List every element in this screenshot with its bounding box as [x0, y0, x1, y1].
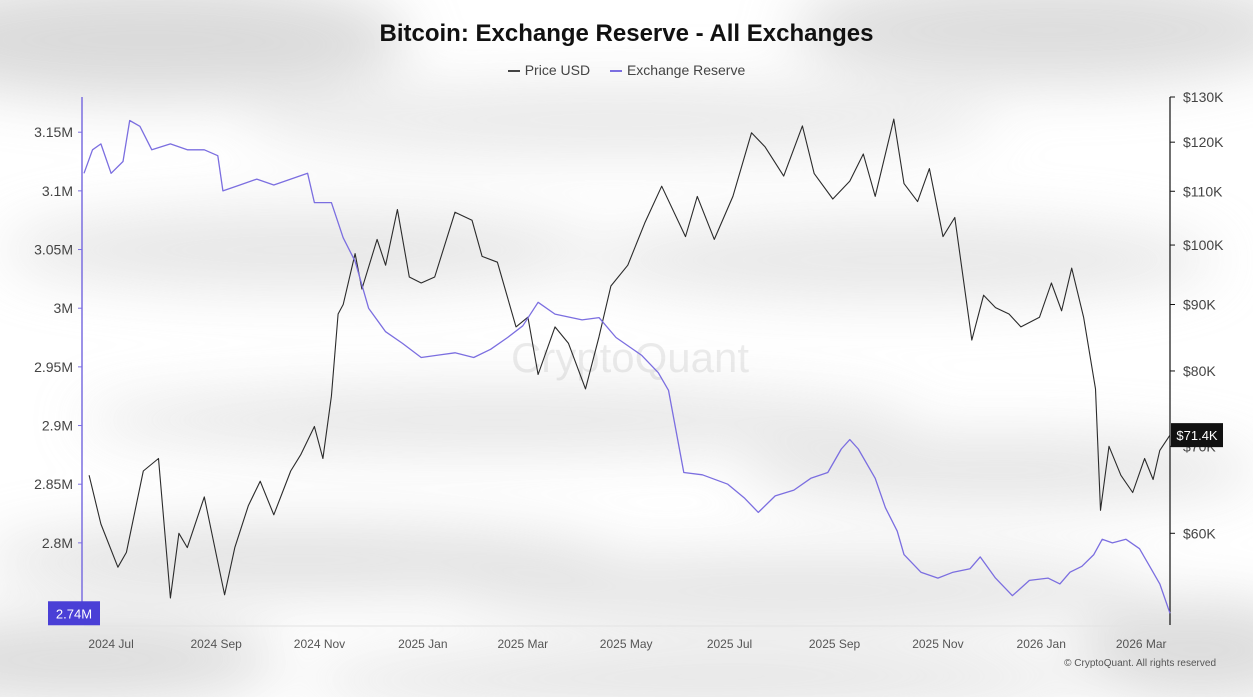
- right-tick-label: $120K: [1183, 134, 1224, 150]
- x-tick-label: 2026 Jan: [1017, 637, 1066, 651]
- left-tick-label: 3M: [54, 300, 73, 316]
- right-current-value-badge: [1171, 423, 1223, 448]
- left-tick-label: 2.8M: [42, 535, 73, 551]
- x-tick-label: 2025 Nov: [912, 637, 963, 651]
- legend-item-exchange-reserve[interactable]: Exchange Reserve: [609, 62, 746, 78]
- x-tick-label: 2025 Jul: [707, 637, 752, 651]
- right-tick-label: $110K: [1183, 183, 1223, 199]
- legend-item-price[interactable]: Price USD: [507, 62, 591, 78]
- left-current-value-badge: [48, 601, 100, 626]
- legend-swatch-price: [507, 70, 520, 73]
- x-tick-label: 2024 Nov: [294, 637, 345, 651]
- x-tick-label: 2024 Jul: [88, 637, 133, 651]
- series-line-price-usd[interactable]: [88, 118, 1171, 599]
- x-tick-label: 2025 Jan: [398, 637, 447, 651]
- x-tick-label: 2025 Mar: [497, 637, 548, 651]
- left-tick-label: 3.05M: [34, 242, 73, 258]
- left-tick-label: 2.9M: [42, 418, 73, 434]
- legend-swatch-exchange-reserve: [609, 70, 622, 73]
- left-tick-label: 2.85M: [34, 476, 73, 492]
- right-tick-label: $60K: [1183, 525, 1216, 541]
- right-current-value-label: $71.4K: [1176, 428, 1218, 443]
- chart-legend: Price USD Exchange Reserve: [0, 62, 1253, 78]
- left-tick-label: 3.15M: [34, 124, 73, 140]
- copyright-text: © CryptoQuant. All rights reserved: [1064, 658, 1216, 669]
- right-tick-label: $130K: [1183, 89, 1224, 105]
- x-tick-label: 2024 Sep: [190, 637, 242, 651]
- left-tick-label: 3.1M: [42, 183, 73, 199]
- series-line-exchange-reserve[interactable]: [83, 119, 1171, 614]
- right-tick-label: $80K: [1183, 363, 1216, 379]
- chart-title: Bitcoin: Exchange Reserve - All Exchange…: [379, 20, 874, 47]
- watermark: CryptoQuant: [511, 334, 749, 381]
- left-current-value-label: 2.74M: [56, 606, 92, 621]
- legend-label-exchange-reserve: Exchange Reserve: [626, 62, 746, 78]
- x-tick-label: 2025 May: [600, 637, 653, 651]
- legend-label-price: Price USD: [524, 62, 591, 78]
- x-tick-label: 2025 Sep: [809, 637, 861, 651]
- x-tick-label: 2026 Mar: [1116, 637, 1167, 651]
- right-tick-label: $100K: [1183, 237, 1224, 253]
- right-tick-label: $90K: [1183, 296, 1216, 312]
- left-tick-label: 2.95M: [34, 359, 73, 375]
